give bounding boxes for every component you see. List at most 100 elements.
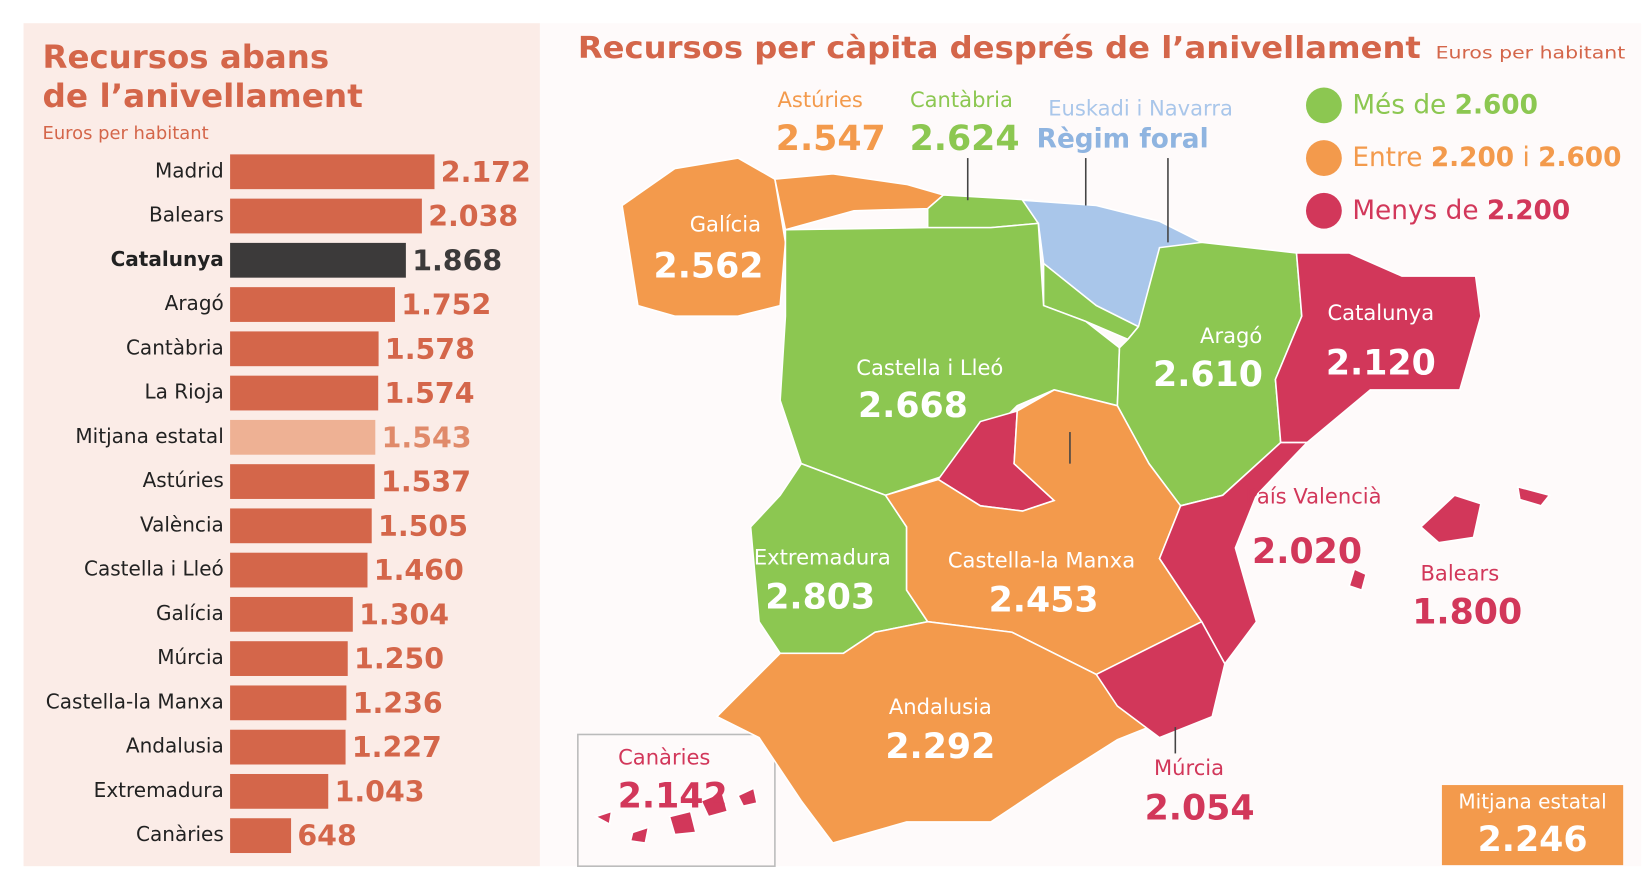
category-label: Mitjana estatal: [75, 424, 223, 448]
bar: [230, 198, 422, 234]
region-name: Aragó: [1200, 323, 1262, 348]
bar: [230, 331, 379, 367]
value-label: 648: [297, 820, 356, 853]
left-subtitle: Euros per habitant: [43, 123, 209, 144]
bar: [230, 154, 435, 190]
category-label: Madrid: [155, 158, 224, 182]
bar: [230, 419, 376, 455]
legend-label: Entre 2.200 i 2.600: [1352, 143, 1621, 173]
region-value: 2.562: [654, 247, 764, 287]
average-label: Mitjana estatal: [1458, 789, 1606, 813]
region-name: Canàries: [618, 745, 710, 770]
region-value: 2.292: [885, 727, 995, 767]
left-title-line: Recursos abans: [43, 40, 330, 76]
region-name: Euskadi i Navarra: [1048, 96, 1233, 121]
region: [668, 810, 697, 836]
category-label: Extremadura: [94, 778, 224, 802]
value-label: 1.304: [359, 598, 449, 631]
legend-part: 2.600: [1455, 90, 1538, 120]
category-label: Aragó: [165, 291, 224, 315]
region-value: 2.624: [910, 119, 1020, 159]
region-name: País Valencià: [1245, 483, 1381, 508]
region: [1348, 567, 1367, 592]
region-value: 2.142: [618, 777, 728, 817]
region-value: 2.120: [1326, 344, 1436, 384]
value-label: 2.038: [428, 200, 518, 233]
region-status: Règim foral: [1037, 125, 1209, 155]
region-name: Extremadura: [754, 544, 891, 569]
value-label: 1.537: [381, 466, 471, 499]
legend-part: 2.600: [1538, 143, 1621, 173]
category-label: Catalunya: [111, 247, 224, 271]
region-name: Múrcia: [1154, 755, 1224, 780]
legend-label: Més de 2.600: [1352, 90, 1538, 120]
bar: [230, 729, 346, 765]
value-label: 1.752: [401, 289, 491, 322]
legend-label: Menys de 2.200: [1352, 195, 1570, 225]
average-box: [1441, 785, 1624, 866]
region-value: 2.610: [1153, 355, 1263, 395]
region-name: Balears: [1420, 560, 1499, 585]
bar: [230, 287, 395, 322]
region-name: Cantàbria: [910, 87, 1013, 112]
category-label: València: [140, 512, 224, 536]
value-label: 1.868: [412, 244, 502, 277]
region: [621, 157, 787, 317]
legend-part: 2.200: [1487, 195, 1570, 225]
bar: [230, 508, 372, 544]
value-label: 1.227: [352, 731, 442, 764]
bar: [230, 242, 406, 278]
region-name: Castella i Lleó: [856, 355, 1003, 380]
region: [1274, 252, 1482, 444]
category-label: Castella-la Manxa: [46, 689, 224, 713]
region-name: Andalusia: [889, 694, 992, 719]
region-value: 2.020: [1252, 532, 1362, 572]
region: [736, 787, 758, 808]
right-subtitle: Euros per habitant: [1436, 43, 1626, 63]
legend-part: i: [1514, 143, 1538, 173]
bar: [230, 773, 329, 809]
region-name: Castella-la Manxa: [948, 548, 1135, 573]
legend-part: 2.200: [1431, 143, 1514, 173]
category-label: Múrcia: [157, 645, 224, 669]
category-label: Castella i Lleó: [84, 557, 224, 581]
category-label: Balears: [149, 203, 224, 227]
value-label: 1.578: [385, 333, 475, 366]
legend-swatch: [1305, 87, 1342, 124]
legend-swatch: [1305, 192, 1342, 229]
region-value: 1.800: [1412, 592, 1522, 632]
legend-part: Menys de: [1352, 195, 1487, 225]
bar: [230, 596, 353, 632]
region-value: 2.803: [765, 578, 875, 618]
category-label: Galícia: [156, 601, 224, 625]
left-title-line: de l’anivellament: [43, 79, 363, 115]
value-label: 1.543: [382, 421, 472, 454]
region: [1095, 620, 1226, 739]
region: [1419, 494, 1482, 544]
value-label: 1.236: [353, 687, 443, 720]
region-value: 2.453: [989, 581, 1099, 621]
legend-swatch: [1305, 140, 1342, 176]
region: [629, 826, 650, 844]
region: [1158, 441, 1309, 666]
category-label: Canàries: [136, 822, 224, 846]
region-value: 2.668: [858, 386, 968, 426]
legend-part: Entre: [1352, 143, 1430, 173]
right-title: Recursos per càpita després de l’anivell…: [578, 31, 1421, 66]
bar: [230, 464, 375, 499]
bar: [230, 375, 379, 411]
category-label: Andalusia: [126, 734, 224, 758]
region-name: Galícia: [690, 212, 761, 237]
average-value: 2.246: [1478, 820, 1588, 860]
region: [700, 791, 729, 818]
region: [1516, 485, 1551, 507]
region-value: 2.054: [1145, 788, 1255, 828]
region-value: 2.547: [776, 119, 886, 159]
region-name: Astúries: [777, 87, 862, 112]
value-label: 1.505: [378, 510, 468, 543]
value-label: 2.172: [441, 156, 531, 189]
value-label: 1.250: [354, 643, 444, 676]
value-label: 1.574: [385, 377, 475, 410]
region: [593, 810, 613, 826]
region-name: Catalunya: [1327, 300, 1434, 325]
